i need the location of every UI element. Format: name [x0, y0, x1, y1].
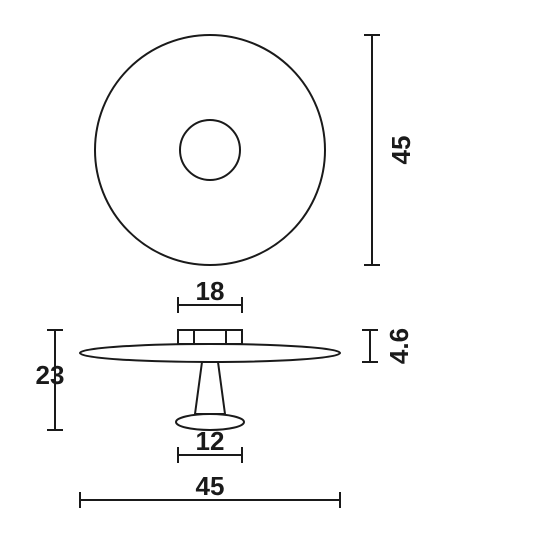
- dim-18: 18: [178, 276, 242, 313]
- outer-circle: [95, 35, 325, 265]
- hub: [178, 330, 242, 344]
- disc: [80, 344, 340, 362]
- side-view: [80, 330, 340, 430]
- technical-drawing: 45 18 4.6 23 12 45: [0, 0, 550, 550]
- inner-circle: [180, 120, 240, 180]
- dim-23-label: 23: [36, 360, 65, 390]
- dim-4-6: 4.6: [362, 328, 414, 364]
- dim-18-label: 18: [196, 276, 225, 306]
- stem: [195, 362, 225, 414]
- dim-45-bot: 45: [80, 471, 340, 508]
- dim-4-6-label: 4.6: [384, 328, 414, 364]
- dim-45-top: 45: [364, 35, 416, 265]
- dim-12-label: 12: [196, 426, 225, 456]
- dim-23: 23: [36, 330, 65, 430]
- dim-45-bot-label: 45: [196, 471, 225, 501]
- dim-12: 12: [178, 426, 242, 463]
- dim-45-top-label: 45: [386, 136, 416, 165]
- top-view: [95, 35, 325, 265]
